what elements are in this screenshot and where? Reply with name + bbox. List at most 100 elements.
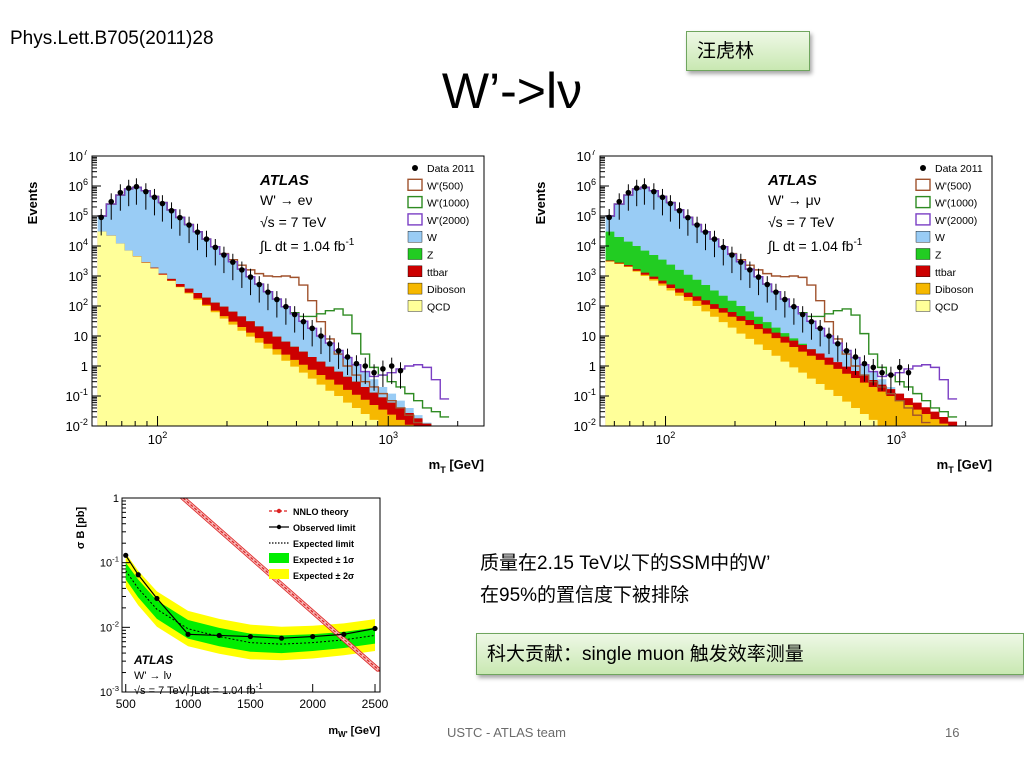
- muon-mt-chart: 10-2 10-1 1 10 102 103 104 105 106 107 102 103 Event…: [533, 150, 993, 475]
- data-point: [870, 364, 877, 371]
- data-point: [791, 303, 797, 310]
- data-point: [896, 364, 903, 371]
- plot-frame: [121, 497, 381, 693]
- data-point: [852, 354, 859, 360]
- legend-label: W'(1000): [935, 198, 977, 210]
- x-tick-label: 1500: [237, 697, 264, 711]
- data-point: [117, 189, 124, 196]
- y-axis-title: Events: [25, 182, 40, 225]
- legend-label: Diboson: [935, 284, 974, 296]
- data-point: [203, 236, 210, 242]
- data-point: [256, 281, 263, 288]
- legend-marker-signal: [915, 195, 931, 209]
- data-point: [133, 183, 140, 190]
- y-tick-label: 106: [576, 177, 596, 194]
- data-point: [729, 252, 735, 258]
- data-point: [720, 244, 727, 251]
- data-point: [335, 348, 342, 354]
- legend-marker-band: [269, 569, 289, 579]
- data-point: [159, 200, 166, 207]
- lumi-label: ∫L dt = 1.04 fb-1: [767, 237, 863, 254]
- y-tick-label: 106: [68, 177, 88, 194]
- x-tick-label: 2500: [362, 697, 389, 711]
- legend-label: Data 2011: [427, 163, 475, 175]
- data-point: [125, 185, 132, 191]
- y-tick-label: 105: [576, 207, 596, 224]
- result-line-2: 在95%的置信度下被排除: [480, 585, 690, 606]
- top-margin: [72, 488, 392, 498]
- data-point: [773, 289, 779, 295]
- observed-point: [216, 632, 222, 639]
- y-axis-title: σ B [pb]: [75, 506, 87, 549]
- data-point: [230, 259, 236, 265]
- legend-label: W'(500): [935, 180, 971, 192]
- data-point: [318, 333, 324, 339]
- x-tick-label: 102: [148, 430, 168, 447]
- data-point: [747, 267, 753, 273]
- data-point: [98, 214, 104, 221]
- data-point: [667, 200, 674, 207]
- data-point: [685, 214, 691, 221]
- legend-label: W'(1000): [427, 198, 469, 210]
- data-point: [283, 303, 289, 310]
- electron-mt-chart: 10-2 10-1 1 10 102 103 104 105 106 107 102 103 Event…: [25, 150, 485, 475]
- observed-point: [135, 572, 141, 578]
- legend-marker-bkg: [915, 248, 931, 260]
- channel-label: W' → eν: [260, 192, 312, 208]
- energy-label: √s = 7 TeV: [768, 214, 835, 230]
- data-point: [879, 369, 885, 376]
- legend-label: NNLO theory: [293, 507, 349, 517]
- legend-marker-signal: [407, 178, 423, 191]
- left-margin: [72, 488, 122, 758]
- legend-label: Observed limit: [293, 523, 356, 533]
- y-tick-label: 103: [68, 267, 88, 284]
- data-point: [738, 259, 744, 265]
- data-point: [782, 296, 788, 303]
- data-point: [291, 311, 298, 318]
- legend-marker-bkg: [915, 282, 931, 295]
- author-label: 汪虎林: [686, 31, 810, 71]
- y-tick-label: 104: [576, 237, 596, 254]
- legend-marker-point: [276, 524, 282, 530]
- legend-label: Data 2011: [935, 163, 983, 175]
- y-tick-label: 10-1: [573, 387, 596, 404]
- x-tick-label: 2000: [299, 697, 326, 711]
- legend-marker-bkg: [407, 230, 423, 243]
- data-point: [888, 372, 894, 378]
- x-tick-label: 103: [886, 430, 906, 447]
- y-tick-label: 10-1: [65, 387, 88, 404]
- observed-point: [278, 635, 285, 641]
- footer-team: USTC - ATLAS team: [447, 725, 566, 740]
- y-tick-label: 1: [589, 359, 596, 374]
- stack-qcd: [605, 261, 966, 426]
- data-point: [694, 222, 700, 228]
- data-point: [702, 229, 709, 235]
- y-tick-label: 102: [68, 297, 88, 314]
- legend-marker-bkg: [915, 300, 931, 312]
- contribution-note: 科大贡献：single muon 触发效率测量: [476, 633, 1024, 675]
- legend-marker-bkg: [407, 300, 423, 312]
- y-tick-label: 10-2: [65, 417, 88, 434]
- result-line-1: 质量在2.15 TeV以下的SSM中的W’: [480, 553, 771, 574]
- data-point: [274, 296, 280, 303]
- y-tick-label: 104: [68, 237, 88, 254]
- legend-label: Expected ± 2σ: [293, 571, 354, 581]
- legend-marker-band: [269, 553, 289, 563]
- data-point: [353, 360, 360, 367]
- plot-frame: [599, 155, 993, 427]
- x-axis-title: mW' [GeV]: [328, 725, 380, 739]
- data-point: [641, 183, 648, 190]
- atlas-label: ATLAS: [259, 172, 309, 189]
- x-tick-label: 500: [116, 697, 136, 711]
- y-tick-label: 10-3: [100, 684, 119, 699]
- y-tick-label: 107: [576, 150, 596, 164]
- data-point: [616, 198, 623, 205]
- y-tick-label: 10: [582, 329, 596, 344]
- data-point: [362, 363, 369, 369]
- observed-point: [247, 633, 253, 640]
- data-point: [799, 311, 806, 318]
- legend-label: W'(2000): [935, 215, 977, 227]
- data-point: [380, 366, 386, 372]
- y-tick-label: 103: [576, 267, 596, 284]
